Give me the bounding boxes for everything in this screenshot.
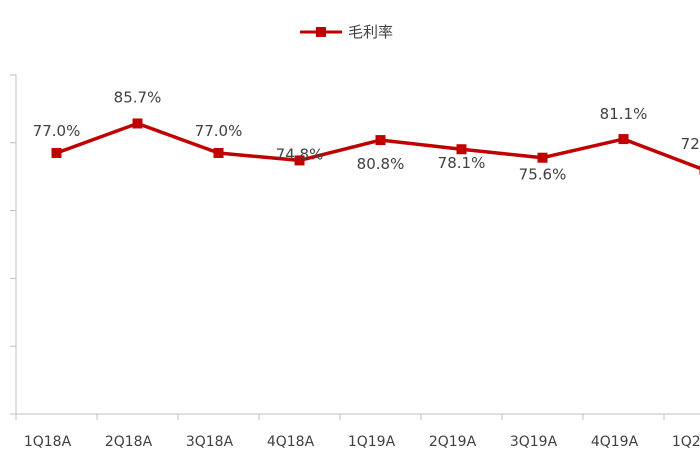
x-tick-label: 1Q20A [672,434,700,450]
data-point [213,147,224,158]
data-point [456,144,467,155]
data-point [537,152,548,163]
data-label: 74.8% [276,145,324,163]
data-label: 78.1% [438,154,486,172]
legend-marker [316,27,326,37]
data-label: 81.1% [600,105,648,123]
x-tick-label: 1Q19A [348,434,396,450]
data-point [375,135,386,146]
data-point [618,134,629,145]
x-tick-label: 3Q18A [186,434,234,450]
x-tick-label: 3Q19A [510,434,558,450]
x-tick-label: 2Q18A [105,434,153,450]
data-point [51,147,62,158]
x-tick-label: 4Q19A [591,434,639,450]
x-tick-label: 1Q18A [24,434,72,450]
data-point [294,155,305,166]
data-label: 75.6% [519,166,567,184]
data-label: 77.0% [33,122,81,140]
legend-label: 毛利率 [348,23,393,41]
data-label: 72.0% [681,135,700,153]
data-label: 77.0% [195,122,243,140]
x-tick-label: 4Q18A [267,434,315,450]
x-tick-label: 2Q19A [429,434,477,450]
data-point [132,118,143,129]
legend: 毛利率 [300,23,393,41]
data-label: 80.8% [357,155,405,173]
data-label: 85.7% [114,88,162,106]
